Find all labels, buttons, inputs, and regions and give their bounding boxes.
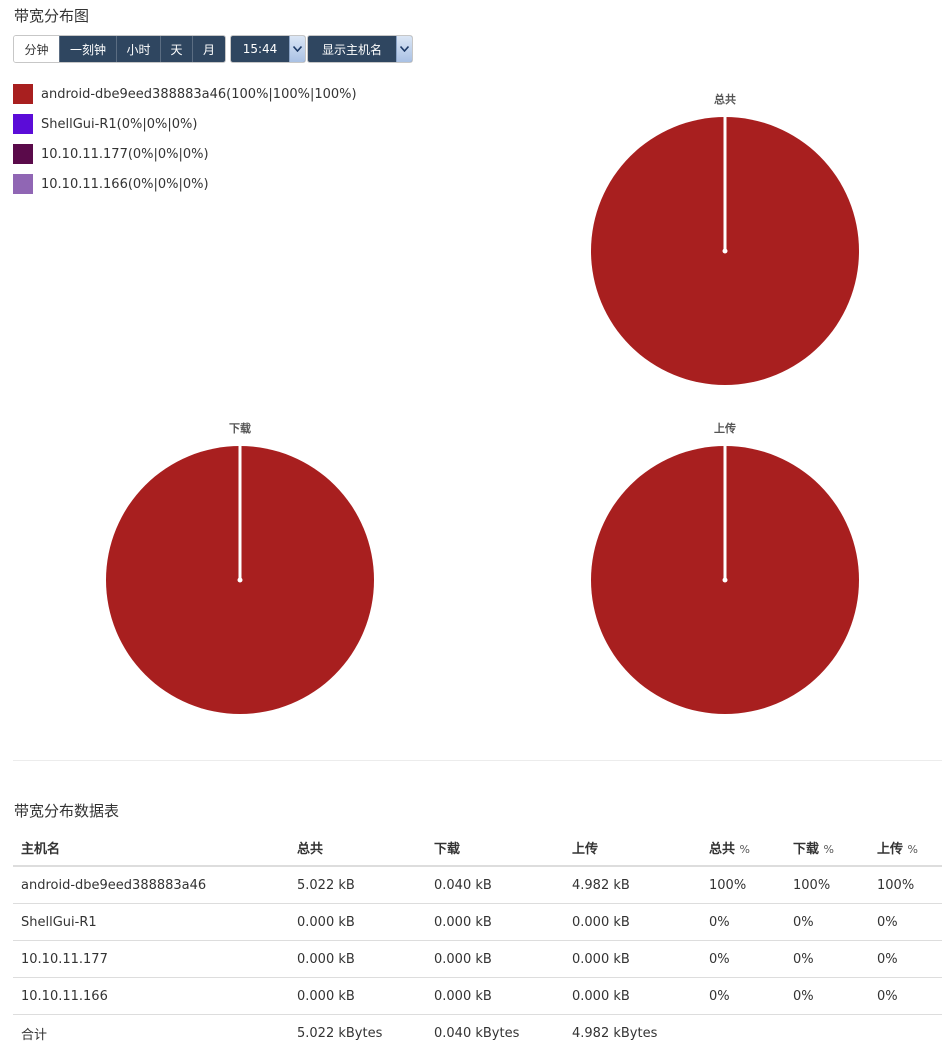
time-select-value: 15:44 [242,42,278,56]
cell-download: 0.000 kB [426,940,564,978]
period-minute-button[interactable]: 分钟 [14,36,59,62]
cell-total-pct: 100% [701,866,785,904]
cell-upload-pct: 0% [869,903,942,941]
display-mode-value: 显示主机名 [321,42,382,57]
cell-total: 0.000 kB [289,903,426,941]
cell-upload: 0.000 kB [564,940,701,978]
column-header-download: 下载 [426,829,564,867]
pie-center-dot [722,577,728,583]
legend-label: 10.10.11.177(0%|0%|0%) [41,146,209,162]
header-label: 总共 [709,841,736,857]
legend-label: 10.10.11.166(0%|0%|0%) [41,176,209,192]
time-select[interactable]: 15:44 [230,35,306,63]
column-header-host: 主机名 [13,829,289,867]
total-pie-svg [591,117,859,385]
legend-swatch [13,174,33,194]
cell-empty [869,1015,942,1052]
header-label: 上传 [877,841,904,857]
header-label: 下载 [793,841,820,857]
legend-item: 10.10.11.177(0%|0%|0%) [13,144,357,164]
cell-host: android-dbe9eed388883a46 [13,866,289,904]
upload-pie-title: 上传 [714,422,736,435]
cell-upload: 0.000 kB [564,977,701,1015]
upload-pie-chart: 上传 [590,417,860,717]
download-pie-title: 下载 [229,422,251,435]
cell-total-pct: 0% [701,903,785,941]
period-day-button[interactable]: 天 [160,36,192,62]
cell-total-pct: 0% [701,940,785,978]
page-title: 带宽分布图 [14,7,90,25]
pie-center-dot [237,577,243,583]
column-header-total: 总共 [289,829,426,867]
cell-upload: 0.000 kB [564,903,701,941]
cell-upload: 4.982 kB [564,866,701,904]
section-divider [13,760,942,761]
pct-symbol: % [907,842,918,856]
cell-host: 10.10.11.177 [13,940,289,978]
cell-empty [785,1015,869,1052]
table-total-row: 合计 5.022 kBytes 0.040 kBytes 4.982 kByte… [13,1015,942,1052]
period-hour-button[interactable]: 小时 [116,36,160,62]
chevron-down-icon [289,36,305,62]
cell-empty [701,1015,785,1052]
pct-symbol: % [739,842,750,856]
column-header-total-pct: 总共 % [701,829,785,867]
cell-sum-total: 5.022 kBytes [297,1025,383,1041]
cell-host: ShellGui-R1 [13,903,289,941]
cell-download-pct: 0% [785,977,869,1015]
legend-item: android-dbe9eed388883a46(100%|100%|100%) [13,84,357,104]
chart-legend: android-dbe9eed388883a46(100%|100%|100%)… [13,84,357,204]
cell-upload-pct: 100% [869,866,942,904]
bandwidth-data-table: 主机名 总共 下载 上传 总共 % 下载 % 上传 % android-dbe9… [13,829,942,1051]
chevron-down-icon [396,36,412,62]
cell-sum-download: 0.040 kBytes [434,1025,520,1041]
cell-sum-upload: 4.982 kBytes [572,1025,658,1041]
cell-total-label: 合计 [21,1027,48,1043]
table-header-row: 主机名 总共 下载 上传 总共 % 下载 % 上传 % [13,829,942,867]
column-header-upload: 上传 [564,829,701,867]
table-row: android-dbe9eed388883a46 5.022 kB 0.040 … [13,866,942,904]
upload-pie-svg [591,446,859,714]
cell-download: 0.000 kB [426,977,564,1015]
cell-host: 10.10.11.166 [13,977,289,1015]
legend-label: android-dbe9eed388883a46(100%|100%|100%) [41,86,357,102]
legend-swatch [13,144,33,164]
cell-total: 0.000 kB [289,977,426,1015]
table-row: 10.10.11.166 0.000 kB 0.000 kB 0.000 kB … [13,977,942,1015]
cell-total: 5.022 kB [289,866,426,904]
total-pie-title: 总共 [714,93,736,106]
legend-swatch [13,84,33,104]
column-header-download-pct: 下载 % [785,829,869,867]
pie-center-dot [722,248,728,254]
cell-download: 0.040 kB [426,866,564,904]
cell-upload-pct: 0% [869,940,942,978]
display-mode-select[interactable]: 显示主机名 [307,35,413,63]
cell-download: 0.000 kB [426,903,564,941]
cell-download-pct: 0% [785,940,869,978]
table-row: ShellGui-R1 0.000 kB 0.000 kB 0.000 kB 0… [13,903,942,941]
period-quarter-button[interactable]: 一刻钟 [59,36,116,62]
column-header-upload-pct: 上传 % [869,829,942,867]
legend-item: 10.10.11.166(0%|0%|0%) [13,174,357,194]
period-button-group: 分钟 一刻钟 小时 天 月 [13,35,226,63]
cell-total: 0.000 kB [289,940,426,978]
table-row: 10.10.11.177 0.000 kB 0.000 kB 0.000 kB … [13,940,942,978]
period-month-button[interactable]: 月 [192,36,225,62]
cell-download-pct: 0% [785,903,869,941]
cell-total-pct: 0% [701,977,785,1015]
legend-label: ShellGui-R1(0%|0%|0%) [41,116,198,132]
download-pie-svg [106,446,374,714]
total-pie-chart: 总共 [590,88,860,388]
cell-upload-pct: 0% [869,977,942,1015]
pct-symbol: % [823,842,834,856]
table-title: 带宽分布数据表 [14,802,120,820]
cell-download-pct: 100% [785,866,869,904]
legend-swatch [13,114,33,134]
legend-item: ShellGui-R1(0%|0%|0%) [13,114,357,134]
toolbar: 分钟 一刻钟 小时 天 月 15:44 显示主机名 [13,35,413,63]
download-pie-chart: 下载 [105,417,375,717]
